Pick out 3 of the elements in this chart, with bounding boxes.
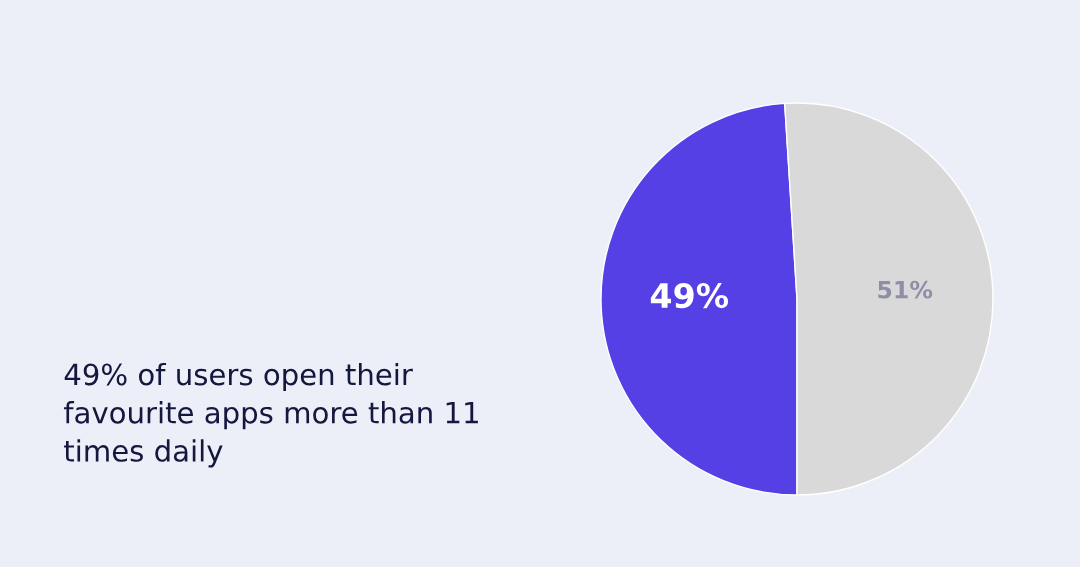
data-label: 51% [878, 280, 933, 299]
data-label: 49% [650, 282, 729, 309]
text: 49% of users open their favourite apps more than 11 times daily [63, 362, 478, 468]
